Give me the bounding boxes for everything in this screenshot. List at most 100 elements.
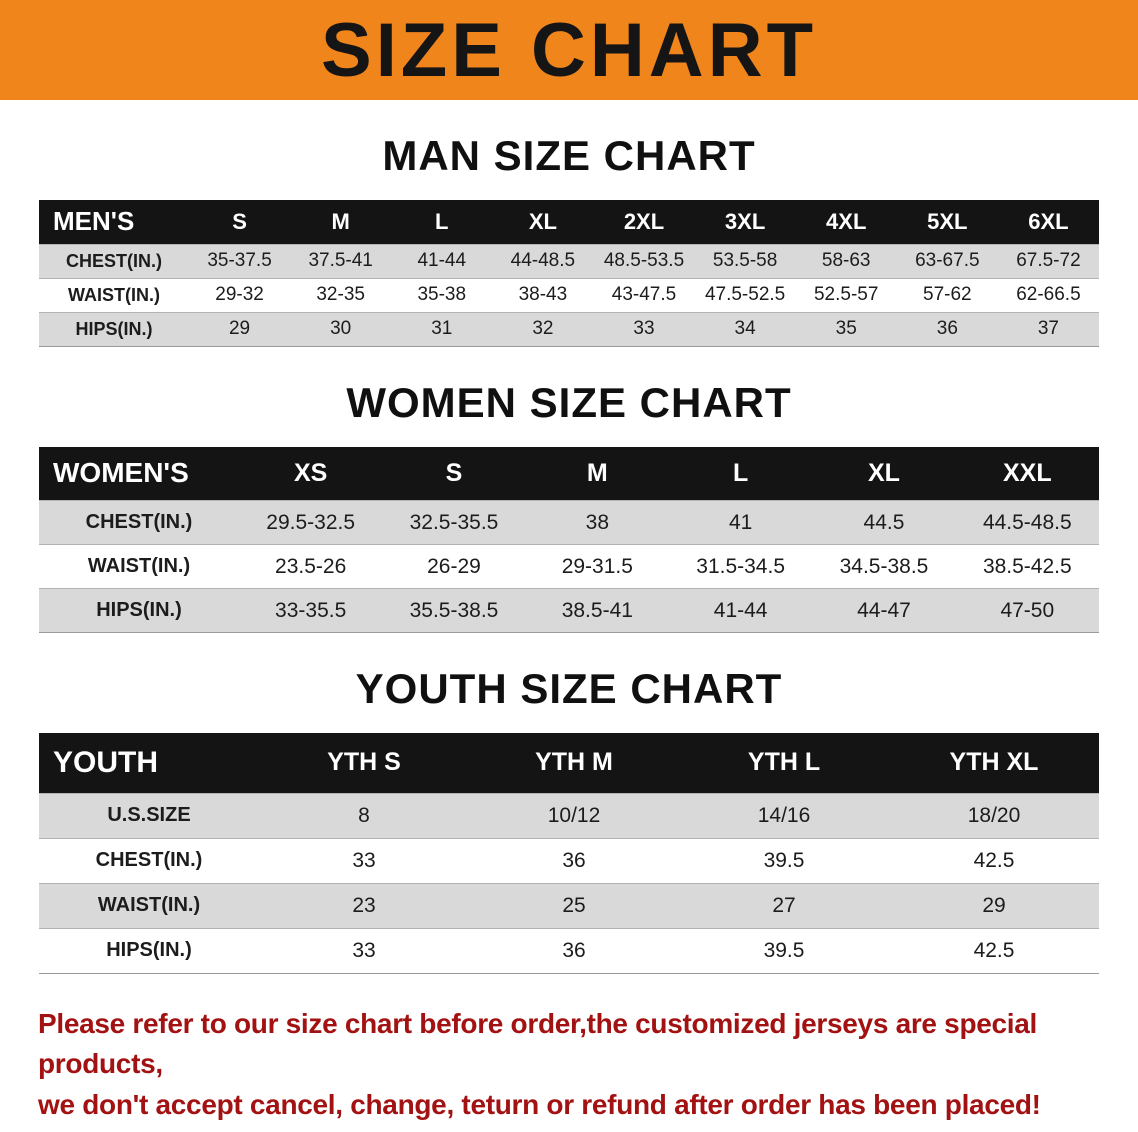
size-value-cell: 44-48.5 — [492, 243, 594, 278]
size-value-cell: 34.5-38.5 — [812, 544, 956, 589]
size-value-cell: 38-43 — [492, 277, 594, 312]
size-value-cell: 31.5-34.5 — [668, 544, 813, 589]
table-corner-label: YOUTH — [39, 733, 259, 793]
row-label: CHEST(IN.) — [39, 243, 189, 278]
size-value-cell: 30 — [290, 311, 392, 346]
size-column-header: YTH S — [259, 733, 469, 793]
size-value-cell: 14/16 — [679, 792, 889, 838]
size-column-header: L — [668, 446, 813, 501]
size-value-cell: 29.5-32.5 — [239, 500, 383, 545]
row-label: WAIST(IN.) — [39, 277, 189, 312]
women-size-table: WOMEN'S XS S M L XL XXL CHEST(IN.) 29.5-32.5 32.… — [39, 446, 1099, 633]
size-column-header: M — [290, 200, 392, 244]
size-column-header: 4XL — [795, 200, 897, 244]
size-value-cell: 34 — [694, 311, 796, 346]
row-label: WAIST(IN.) — [39, 882, 259, 928]
table-row: CHEST(IN.) 29.5-32.5 32.5-35.5 38 41 44.5 44.5… — [39, 500, 1099, 545]
size-value-cell: 39.5 — [679, 837, 889, 883]
section-men: MAN SIZE CHART MEN'S S M L XL 2XL 3XL 4XL 5XL 6XL… — [0, 132, 1138, 347]
table-row: WAIST(IN.) 29-32 32-35 35-38 38-43 43-47.5 47.… — [39, 277, 1099, 312]
size-column-header: M — [525, 446, 669, 501]
women-table-body: CHEST(IN.) 29.5-32.5 32.5-35.5 38 41 44.5 44.5… — [39, 500, 1099, 633]
size-value-cell: 36 — [896, 311, 998, 346]
size-column-header: 6XL — [997, 200, 1099, 244]
size-value-cell: 35.5-38.5 — [382, 588, 526, 633]
size-value-cell: 57-62 — [896, 277, 998, 312]
size-value-cell: 38 — [525, 500, 669, 545]
table-row: HIPS(IN.) 33-35.5 35.5-38.5 38.5-41 41-44 44-… — [39, 588, 1099, 633]
size-value-cell: 41 — [668, 500, 813, 545]
section-youth: YOUTH SIZE CHART YOUTH YTH S YTH M YTH L YTH… — [0, 665, 1138, 974]
footer-note: Please refer to our size chart before or… — [38, 1004, 1100, 1126]
table-row: HIPS(IN.) 29 30 31 32 33 34 35 36 37 — [39, 311, 1099, 346]
size-column-header: 3XL — [694, 200, 796, 244]
size-value-cell: 42.5 — [889, 927, 1099, 973]
men-size-table: MEN'S S M L XL 2XL 3XL 4XL 5XL 6XL CHEST(IN.) 35-3… — [39, 200, 1099, 347]
table-row: CHEST(IN.) 35-37.5 37.5-41 41-44 44-48.5 48.5… — [39, 243, 1099, 278]
size-value-cell: 18/20 — [889, 792, 1099, 838]
size-column-header: 2XL — [593, 200, 695, 244]
size-value-cell: 25 — [469, 882, 679, 928]
size-column-header: S — [189, 200, 291, 244]
row-label: CHEST(IN.) — [39, 500, 239, 545]
table-corner-label: MEN'S — [39, 200, 189, 244]
size-value-cell: 37.5-41 — [290, 243, 392, 278]
size-value-cell: 58-63 — [795, 243, 897, 278]
section-heading-youth: YOUTH SIZE CHART — [355, 665, 783, 712]
size-value-cell: 33 — [259, 837, 469, 883]
table-corner-label: WOMEN'S — [39, 446, 239, 501]
row-label: CHEST(IN.) — [39, 837, 259, 883]
size-value-cell: 48.5-53.5 — [593, 243, 695, 278]
size-value-cell: 67.5-72 — [997, 243, 1099, 278]
size-value-cell: 47.5-52.5 — [694, 277, 796, 312]
size-column-header: XS — [239, 446, 383, 501]
row-label: U.S.SIZE — [39, 792, 259, 838]
size-value-cell: 47-50 — [955, 588, 1099, 633]
men-table-header-row: MEN'S S M L XL 2XL 3XL 4XL 5XL 6XL — [39, 200, 1099, 244]
footer-line-1: Please refer to our size chart before or… — [38, 1007, 1038, 1080]
size-value-cell: 32.5-35.5 — [382, 500, 526, 545]
size-value-cell: 35-37.5 — [189, 243, 291, 278]
size-value-cell: 33 — [259, 927, 469, 973]
size-column-header: XL — [812, 446, 956, 501]
size-value-cell: 44-47 — [812, 588, 956, 633]
size-value-cell: 35-38 — [391, 277, 493, 312]
row-label: HIPS(IN.) — [39, 927, 259, 973]
size-value-cell: 44.5-48.5 — [955, 500, 1099, 545]
footer-line-2: we don't accept cancel, change, teturn o… — [38, 1088, 1041, 1120]
size-value-cell: 38.5-42.5 — [955, 544, 1099, 589]
size-column-header: 5XL — [896, 200, 998, 244]
size-value-cell: 33-35.5 — [239, 588, 383, 633]
size-value-cell: 39.5 — [679, 927, 889, 973]
size-column-header: XXL — [955, 446, 1099, 501]
size-value-cell: 33 — [593, 311, 695, 346]
page-title: SIZE CHART — [321, 7, 817, 93]
size-column-header: L — [391, 200, 493, 244]
size-value-cell: 43-47.5 — [593, 277, 695, 312]
size-value-cell: 31 — [391, 311, 493, 346]
size-value-cell: 41-44 — [391, 243, 493, 278]
size-value-cell: 62-66.5 — [997, 277, 1099, 312]
size-value-cell: 53.5-58 — [694, 243, 796, 278]
table-row: HIPS(IN.) 33 36 39.5 42.5 — [39, 927, 1099, 973]
table-row: CHEST(IN.) 33 36 39.5 42.5 — [39, 837, 1099, 883]
size-column-header: XL — [492, 200, 594, 244]
table-row: U.S.SIZE 8 10/12 14/16 18/20 — [39, 792, 1099, 838]
size-value-cell: 10/12 — [469, 792, 679, 838]
size-value-cell: 29 — [889, 882, 1099, 928]
size-value-cell: 29 — [189, 311, 291, 346]
size-value-cell: 44.5 — [812, 500, 956, 545]
size-value-cell: 42.5 — [889, 837, 1099, 883]
size-value-cell: 29-32 — [189, 277, 291, 312]
row-label: HIPS(IN.) — [39, 311, 189, 346]
size-value-cell: 23 — [259, 882, 469, 928]
men-table-body: CHEST(IN.) 35-37.5 37.5-41 41-44 44-48.5 48.5… — [39, 243, 1099, 346]
size-value-cell: 36 — [469, 927, 679, 973]
row-label: WAIST(IN.) — [39, 544, 239, 589]
size-value-cell: 63-67.5 — [896, 243, 998, 278]
banner: SIZE CHART — [0, 0, 1138, 100]
size-column-header: YTH XL — [889, 733, 1099, 793]
size-value-cell: 52.5-57 — [795, 277, 897, 312]
size-value-cell: 32 — [492, 311, 594, 346]
size-value-cell: 27 — [679, 882, 889, 928]
